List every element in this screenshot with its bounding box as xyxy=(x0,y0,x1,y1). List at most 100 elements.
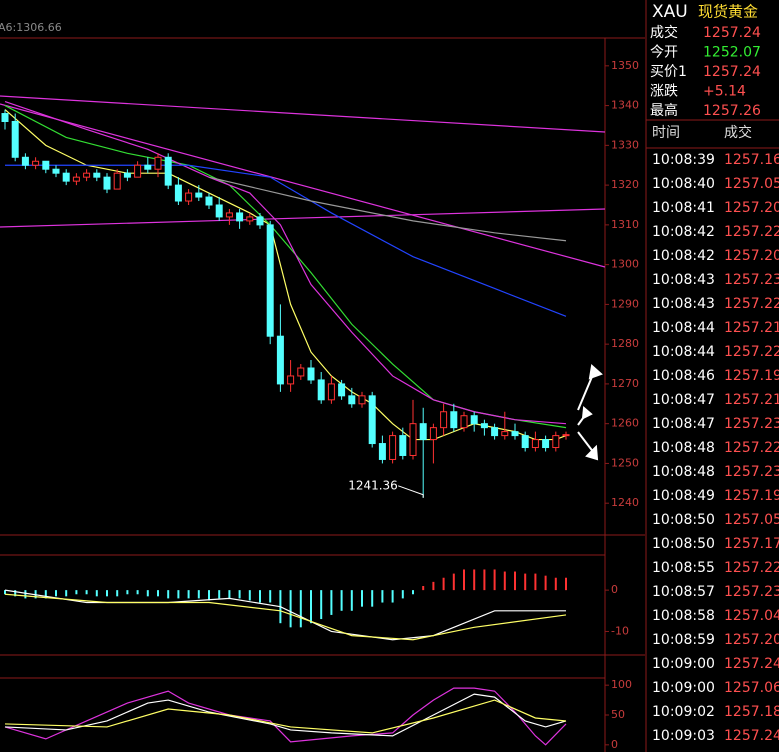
trade-price: 1257.19 xyxy=(724,488,779,504)
trade-time: 10:08:55 xyxy=(652,560,715,576)
candle-body xyxy=(266,224,274,337)
column-header: 时间 xyxy=(652,125,680,141)
y-tick-label: 1350 xyxy=(611,59,639,72)
candle-body xyxy=(297,367,305,377)
trade-price: 1257.05 xyxy=(724,512,779,528)
candle-body xyxy=(307,367,315,381)
trade-time: 10:08:59 xyxy=(652,632,715,648)
candle-body xyxy=(276,335,284,385)
trade-time: 10:08:40 xyxy=(652,176,715,192)
trade-price: 1257.24 xyxy=(724,656,779,672)
y-tick-label: 0 xyxy=(611,583,618,596)
y-tick-label: 1300 xyxy=(611,258,639,271)
candle-body xyxy=(511,431,519,437)
indicator-label: A6:1306.66 xyxy=(0,21,62,34)
arrows xyxy=(577,364,603,461)
trade-time: 10:08:41 xyxy=(652,200,715,216)
trade-time: 10:08:47 xyxy=(652,416,715,432)
trade-time: 10:08:50 xyxy=(652,536,715,552)
annotation-leader xyxy=(398,485,424,498)
trade-price: 1257.24 xyxy=(724,728,779,744)
indicator-line xyxy=(5,164,567,317)
trade-price: 1257.23 xyxy=(724,464,779,480)
y-tick-label: 0 xyxy=(611,738,618,751)
candle-body xyxy=(93,172,101,178)
trade-time: 10:08:58 xyxy=(652,608,715,624)
candle-body xyxy=(338,383,346,397)
trade-time: 10:08:43 xyxy=(652,272,715,288)
candle-body xyxy=(440,411,448,429)
candle-body xyxy=(62,172,70,182)
trade-time: 10:08:49 xyxy=(652,488,715,504)
trade-time: 10:08:46 xyxy=(652,368,715,384)
y-tick-label: 1320 xyxy=(611,178,639,191)
candle-body xyxy=(562,434,570,437)
candle-body xyxy=(501,431,509,437)
trade-time: 10:08:44 xyxy=(652,320,715,336)
trade-price: 1257.22 xyxy=(724,296,779,312)
quote-label: 成交 xyxy=(650,24,678,41)
candle-body xyxy=(1,113,9,122)
y-tick-label: 50 xyxy=(611,708,625,721)
trade-time: 10:08:48 xyxy=(652,440,715,456)
candle-body xyxy=(236,212,244,222)
annotation: 1241.36 xyxy=(348,478,398,492)
y-tick-label: 1240 xyxy=(611,496,639,509)
candle-body xyxy=(144,164,152,170)
candle-body xyxy=(256,216,264,226)
candle-body xyxy=(317,379,325,401)
trade-time: 10:08:39 xyxy=(652,152,715,168)
candle-body xyxy=(419,423,427,441)
candle-body xyxy=(480,423,488,429)
candle-body xyxy=(134,164,142,178)
trade-price: 1257.22 xyxy=(724,344,779,360)
candle-body xyxy=(205,196,213,206)
y-tick-label: 1310 xyxy=(611,218,639,231)
candle-body xyxy=(11,120,19,158)
indicator-line xyxy=(4,109,567,441)
trade-time: 10:08:50 xyxy=(652,512,715,528)
candle-body xyxy=(174,184,182,202)
trade-price: 1257.22 xyxy=(724,560,779,576)
quote-label: 今开 xyxy=(650,45,678,61)
candle-body xyxy=(103,176,111,190)
trade-price: 1257.16 xyxy=(724,152,779,168)
candle-body xyxy=(52,168,60,174)
quote-value: 1257.24 xyxy=(703,25,761,41)
candle-body xyxy=(83,172,91,178)
candle-body xyxy=(399,435,407,456)
candle-body xyxy=(521,435,529,449)
candle-body xyxy=(123,172,131,178)
candle-body xyxy=(389,435,397,460)
trade-price: 1257.05 xyxy=(724,176,779,192)
candle-body xyxy=(358,395,366,405)
trade-price: 1257.22 xyxy=(724,224,779,240)
trade-time: 10:09:03 xyxy=(652,728,715,744)
trade-time: 10:09:00 xyxy=(652,680,715,696)
y-tick-label: -10 xyxy=(611,624,629,637)
instrument-name: 现货黄金 xyxy=(698,3,758,21)
indicator-line xyxy=(208,176,567,242)
indicator-line xyxy=(4,589,566,641)
candle-body xyxy=(42,160,50,170)
candle-body xyxy=(32,160,40,166)
candle-body xyxy=(470,415,478,425)
trade-time: 10:09:02 xyxy=(652,704,715,720)
trade-price: 1257.23 xyxy=(724,416,779,432)
candle-body xyxy=(491,427,499,437)
candle-body xyxy=(215,204,223,218)
trade-price: 1257.20 xyxy=(724,632,779,648)
y-tick-label: 1270 xyxy=(611,377,639,390)
candle-body xyxy=(409,423,417,456)
trade-price: 1257.23 xyxy=(724,272,779,288)
quote-label: 涨跌 xyxy=(650,84,678,100)
candle-body xyxy=(185,192,193,202)
quote-label: 最高 xyxy=(650,102,678,119)
trade-price: 1257.04 xyxy=(724,608,779,624)
trade-price: 1257.20 xyxy=(724,248,779,264)
y-tick-label: 100 xyxy=(611,678,632,691)
trade-time: 10:08:44 xyxy=(652,344,715,360)
candle-body xyxy=(287,375,295,385)
